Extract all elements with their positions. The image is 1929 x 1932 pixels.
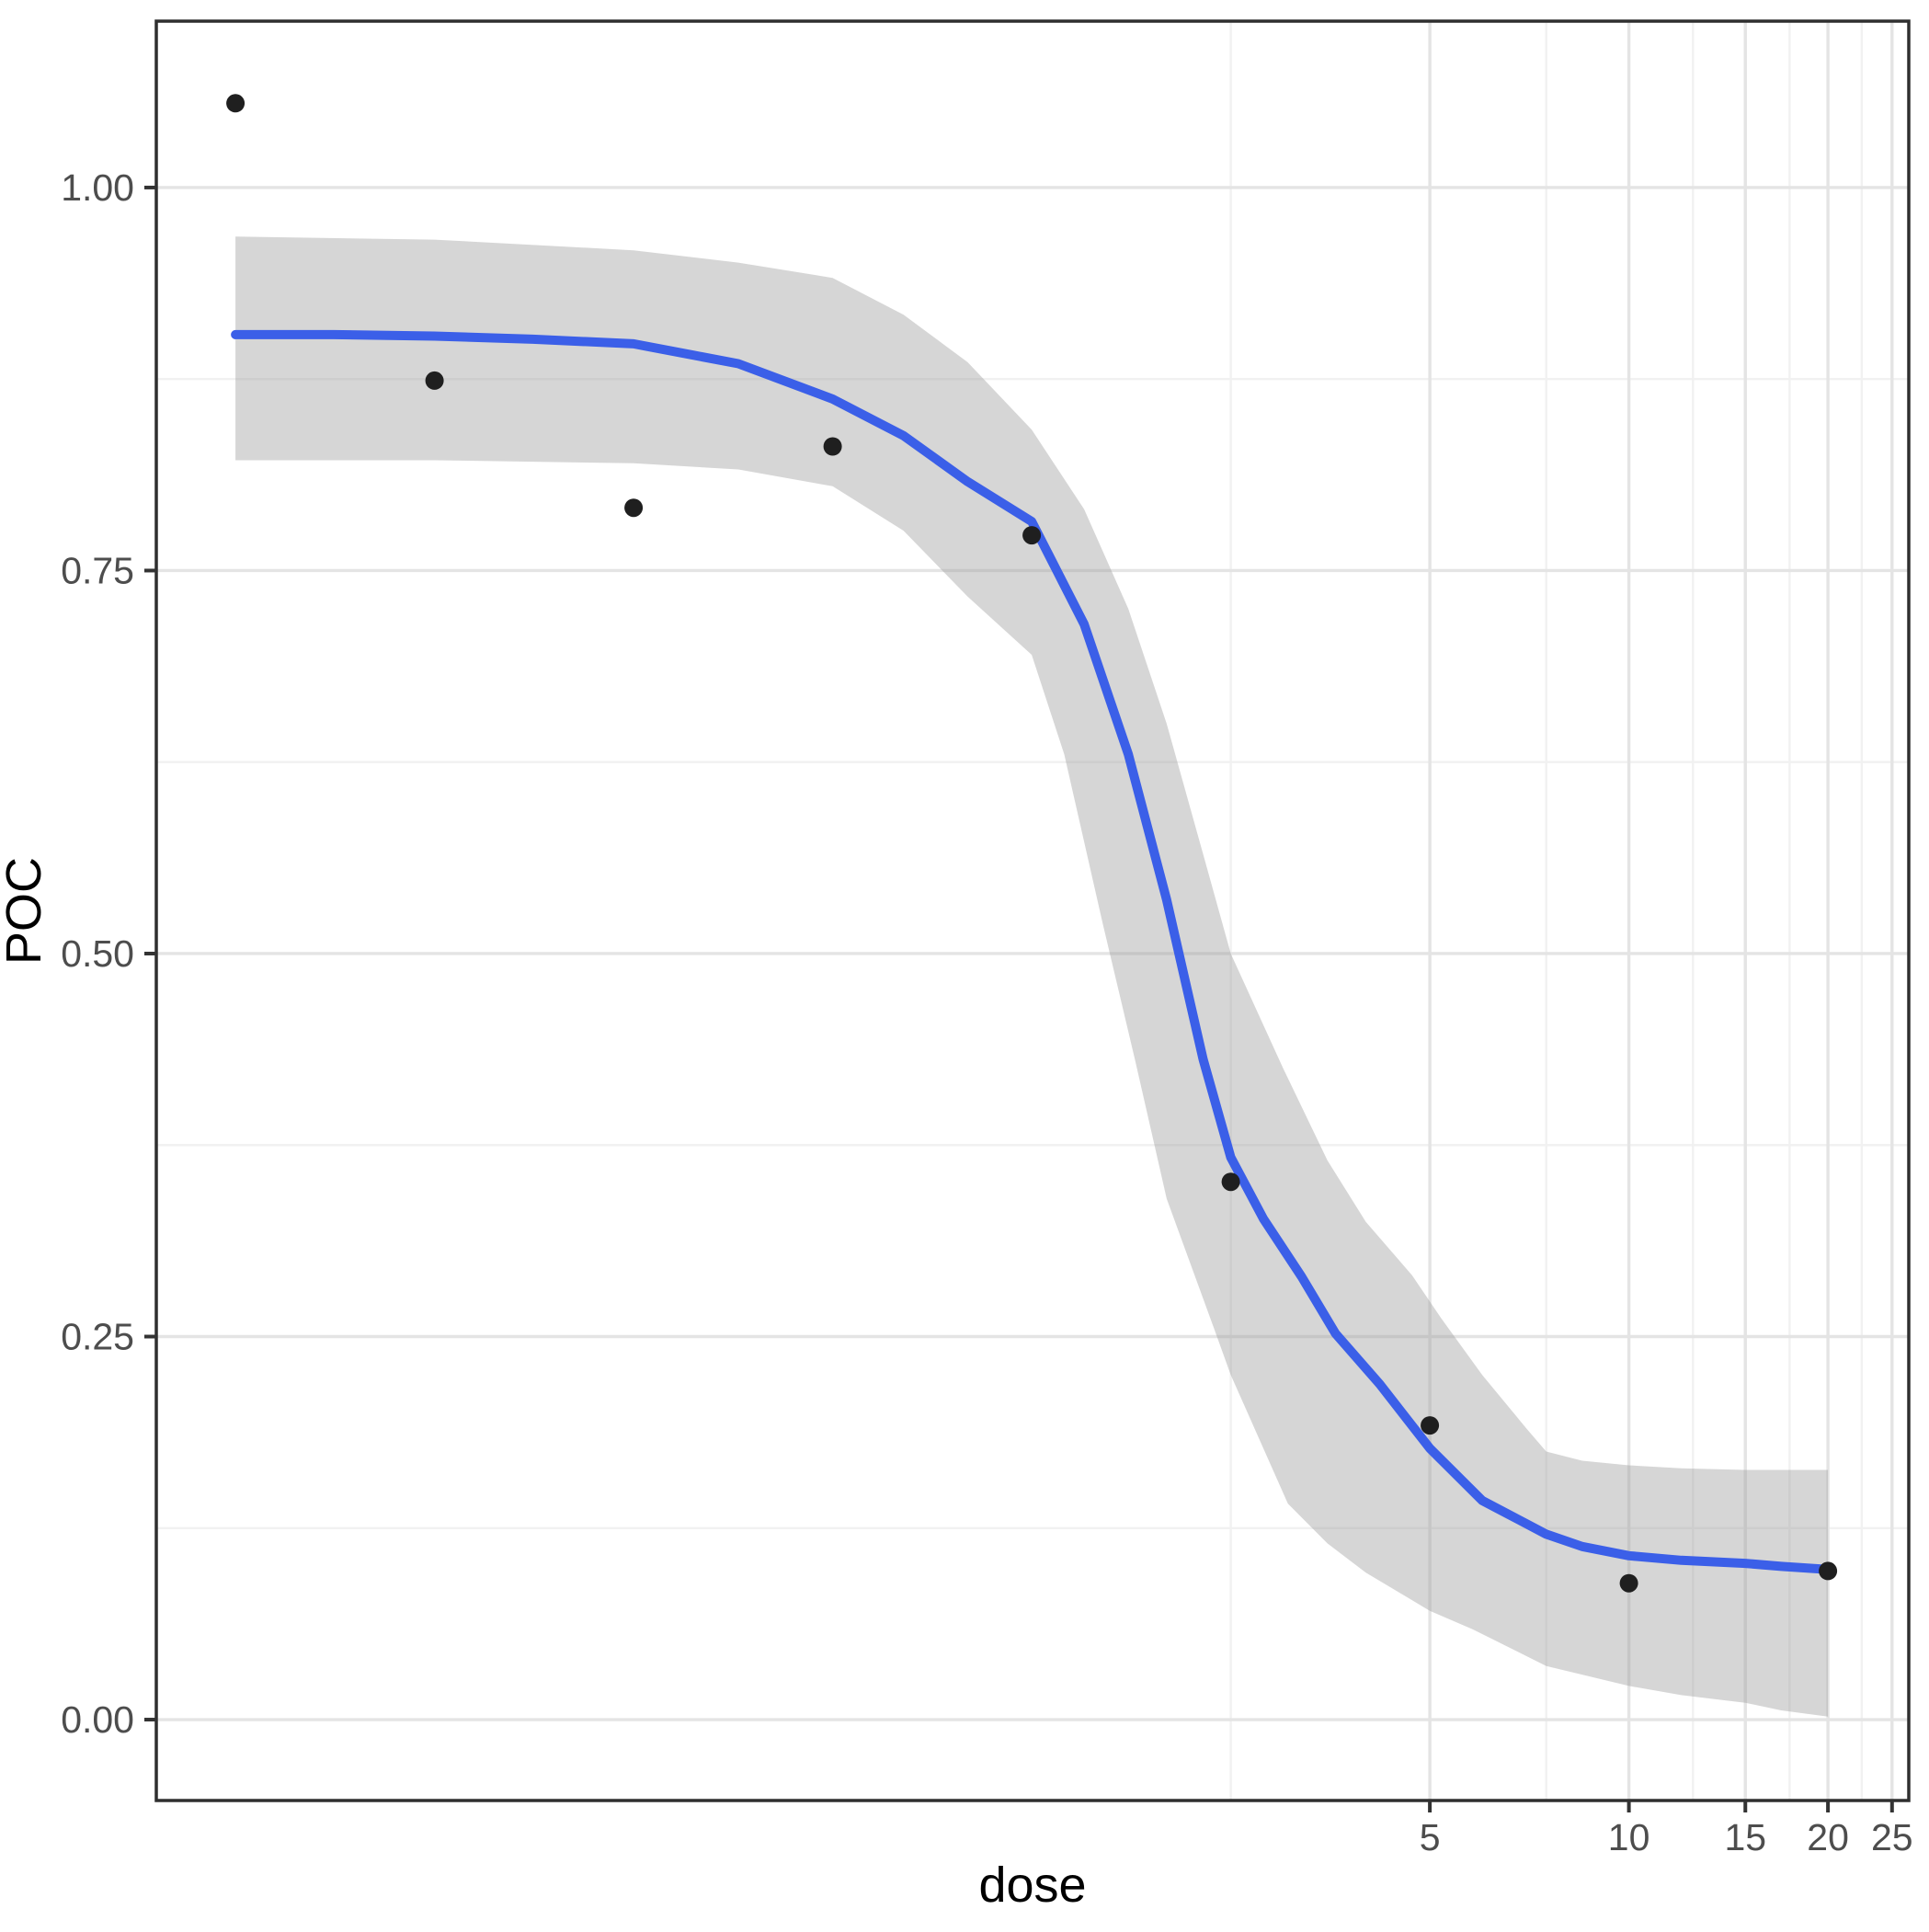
data-point: [226, 94, 245, 113]
x-tick-label: 10: [1608, 1816, 1650, 1858]
data-points: [226, 94, 1838, 1593]
x-axis: 5 10 15 20 25: [1420, 1801, 1913, 1858]
major-gridlines: [156, 21, 1909, 1801]
data-point: [624, 498, 644, 518]
y-tick-label: 0.50: [61, 932, 134, 975]
fit-curve: [231, 329, 1833, 1574]
x-tick-label: 20: [1807, 1816, 1849, 1858]
data-point: [425, 371, 444, 390]
y-tick-label: 0.00: [61, 1698, 134, 1741]
x-tick-label: 5: [1420, 1816, 1441, 1858]
y-tick-label: 0.75: [61, 549, 134, 591]
panel-border: [154, 19, 1911, 1802]
minor-gridlines: [156, 21, 1909, 1801]
y-axis-title: POC: [0, 857, 51, 965]
x-tick-label: 15: [1724, 1816, 1766, 1858]
y-tick-label: 1.00: [61, 166, 134, 209]
data-point: [1421, 1416, 1440, 1435]
data-point: [1619, 1573, 1638, 1593]
x-axis-title: dose: [978, 1858, 1086, 1913]
data-point: [1022, 526, 1042, 545]
confidence-ribbon: [235, 236, 1829, 1717]
data-point: [1819, 1561, 1838, 1581]
data-point: [823, 437, 842, 456]
y-tick-label: 0.25: [61, 1316, 134, 1358]
data-point: [1221, 1172, 1240, 1192]
y-axis: 0.00 0.25 0.50 0.75 1.00: [61, 166, 156, 1741]
x-tick-label: 25: [1871, 1816, 1913, 1858]
